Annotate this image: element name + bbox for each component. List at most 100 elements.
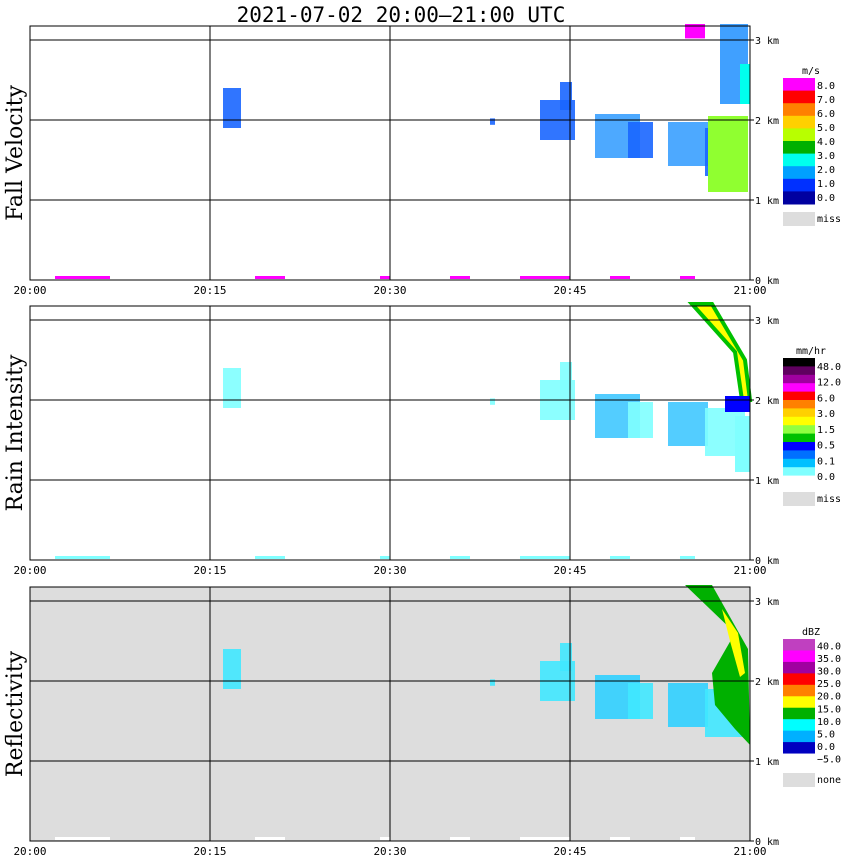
colorbar-swatch	[783, 719, 815, 732]
colorbar-label: 48.0	[817, 362, 841, 373]
colorbar-label: 0.5	[817, 441, 835, 452]
colorbar-label: 15.0	[817, 704, 841, 715]
colorbar-unit: dBZ	[802, 627, 820, 638]
x-tick-label: 20:45	[553, 564, 586, 577]
surface-echo	[680, 837, 695, 840]
y-tick-label: 1 km	[755, 757, 779, 768]
echo-cell	[490, 398, 495, 405]
colorbar-swatch	[783, 753, 815, 766]
colorbar-label: 6.0	[817, 109, 835, 120]
echo-cell	[560, 82, 572, 110]
y-tick-label: 3 km	[755, 36, 779, 47]
colorbar-label: 2.0	[817, 165, 835, 176]
echo-cell	[708, 116, 748, 192]
surface-echo	[520, 276, 570, 279]
y-tick-label: 2 km	[755, 116, 779, 127]
panel-title: Reflectivity	[3, 650, 28, 777]
colorbar-missing-swatch	[783, 212, 815, 226]
echo-cell	[560, 643, 572, 671]
x-tick-label: 21:00	[733, 564, 766, 577]
colorbar-label: 5.0	[817, 730, 835, 741]
x-tick-label: 20:00	[13, 564, 46, 577]
surface-echo	[55, 837, 110, 840]
colorbar-swatch	[783, 742, 815, 755]
colorbar-swatch	[783, 374, 815, 384]
colorbar-swatch	[783, 90, 815, 104]
colorbar-unit: m/s	[802, 66, 820, 77]
colorbar-missing-swatch	[783, 773, 815, 787]
panel-0: 20:00 20:15 20:30 20:45 21:000 km 1 km 2 km 3 k…	[3, 24, 841, 297]
surface-echo	[55, 276, 110, 279]
echo-cell	[668, 122, 708, 166]
echo-cell	[685, 24, 705, 39]
colorbar-missing-swatch	[783, 492, 815, 506]
colorbar-swatch	[783, 684, 815, 697]
x-tick-label: 20:45	[553, 845, 586, 858]
y-tick-label: 0 km	[755, 556, 779, 567]
surface-echo	[610, 276, 630, 279]
colorbar-swatch	[783, 153, 815, 167]
echo-cell	[668, 402, 708, 446]
echo-cell	[560, 362, 572, 390]
surface-echo	[680, 276, 695, 279]
colorbar-swatch	[783, 400, 815, 409]
x-tick-label: 20:45	[553, 284, 586, 297]
colorbar-label: 1.0	[817, 179, 835, 190]
x-tick-label: 20:15	[193, 845, 226, 858]
panel-2: 20:00 20:15 20:30 20:45 21:000 km 1 km 2 km 3 k…	[3, 585, 841, 858]
x-tick-label: 20:30	[373, 564, 406, 577]
echo-cell	[223, 649, 241, 689]
y-tick-label: 2 km	[755, 396, 779, 407]
colorbar-swatch	[783, 103, 815, 117]
colorbar-swatch	[783, 730, 815, 743]
surface-echo	[255, 276, 285, 279]
colorbar-label: 20.0	[817, 692, 841, 703]
surface-echo	[450, 556, 470, 559]
panel-title: Rain Intensity	[3, 354, 28, 511]
colorbar-label: 0.1	[817, 456, 835, 467]
x-tick-label: 20:30	[373, 845, 406, 858]
colorbar-label: 35.0	[817, 654, 841, 665]
surface-echo	[380, 837, 390, 840]
x-tick-label: 20:00	[13, 284, 46, 297]
y-tick-label: 1 km	[755, 476, 779, 487]
colorbar-label: 0.0	[817, 472, 835, 483]
echo-cell	[223, 88, 241, 128]
surface-echo	[55, 556, 110, 559]
surface-echo	[380, 556, 390, 559]
y-tick-label: 1 km	[755, 196, 779, 207]
colorbar-swatch	[783, 650, 815, 663]
colorbar-swatch	[783, 358, 815, 367]
colorbar-label: 0.0	[817, 193, 835, 204]
echo-core	[722, 609, 745, 677]
colorbar-swatch	[783, 115, 815, 129]
colorbar-label: 25.0	[817, 679, 841, 690]
x-tick-label: 21:00	[733, 284, 766, 297]
echo-cell	[628, 683, 653, 719]
panel-title: Fall Velocity	[3, 85, 28, 221]
surface-echo	[450, 837, 470, 840]
colorbar-swatch	[783, 408, 815, 418]
y-tick-label: 0 km	[755, 837, 779, 848]
colorbar-label: 30.0	[817, 667, 841, 678]
y-tick-label: 2 km	[755, 677, 779, 688]
colorbar-missing-label: none	[817, 775, 841, 786]
surface-echo	[255, 837, 285, 840]
surface-echo	[680, 556, 695, 559]
panel-1: 20:00 20:15 20:30 20:45 21:000 km 1 km 2 km 3 k…	[3, 302, 841, 577]
colorbar-swatch	[783, 141, 815, 155]
echo-cell	[740, 64, 750, 104]
colorbar-swatch	[783, 366, 815, 376]
colorbar-swatch	[783, 425, 815, 435]
colorbar-label: 6.0	[817, 393, 835, 404]
echo-cell	[735, 416, 750, 472]
colorbar-swatch	[783, 673, 815, 686]
colorbar-swatch	[783, 78, 815, 92]
colorbar-swatch	[783, 661, 815, 674]
y-tick-label: 3 km	[755, 597, 779, 608]
surface-echo	[610, 837, 630, 840]
surface-echo	[610, 556, 630, 559]
x-tick-label: 20:15	[193, 284, 226, 297]
x-tick-label: 20:15	[193, 564, 226, 577]
